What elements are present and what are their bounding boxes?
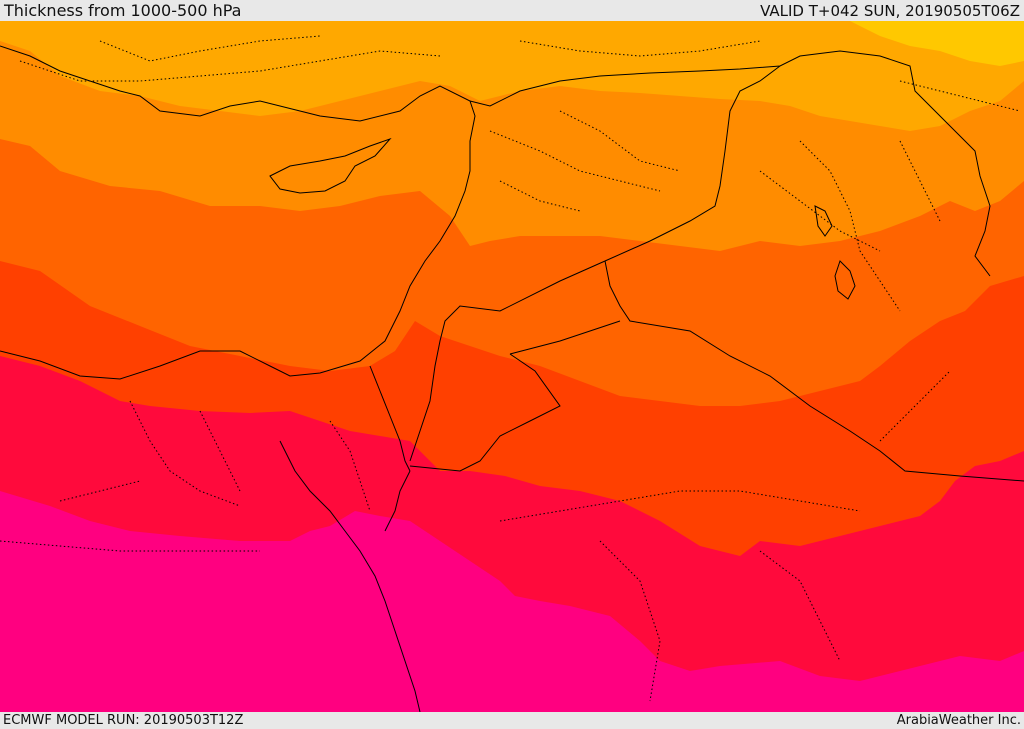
island-outline	[814, 205, 833, 237]
cyprus-outline	[269, 137, 392, 194]
turkey-syria-border	[469, 50, 991, 277]
borders	[0, 35, 1024, 712]
jordan-border	[409, 260, 606, 462]
red-sea-coast	[279, 440, 421, 712]
egypt-admin-lines	[0, 400, 260, 552]
jordan-saudi-south	[409, 320, 621, 472]
lake-outline	[834, 260, 856, 300]
syria-iraq-border	[604, 65, 781, 262]
header-bar: Thickness from 1000-500 hPa VALID T+042 …	[0, 0, 1024, 21]
model-run-label: ECMWF MODEL RUN: 20190503T12Z	[3, 713, 244, 728]
egypt-israel-border	[369, 365, 411, 472]
band-light-orange	[0, 21, 1024, 131]
gulf-of-aqaba	[384, 470, 411, 532]
iraq-admin-lines	[759, 140, 941, 312]
thickness-map	[0, 21, 1024, 712]
valid-time-label: VALID T+042 SUN, 20190505T06Z	[760, 2, 1020, 20]
jordan-saudi-border	[604, 260, 1024, 482]
saudi-admin-lines	[499, 370, 951, 702]
credit-label: ArabiaWeather Inc.	[896, 713, 1021, 728]
syria-admin-lines	[489, 110, 681, 212]
map-title: Thickness from 1000-500 hPa	[4, 1, 242, 20]
turkey-admin-lines	[19, 35, 1021, 112]
mediterranean-coast	[0, 45, 476, 380]
band-yellow	[850, 21, 1024, 66]
footer-bar: ECMWF MODEL RUN: 20190503T12Z ArabiaWeat…	[0, 712, 1024, 729]
